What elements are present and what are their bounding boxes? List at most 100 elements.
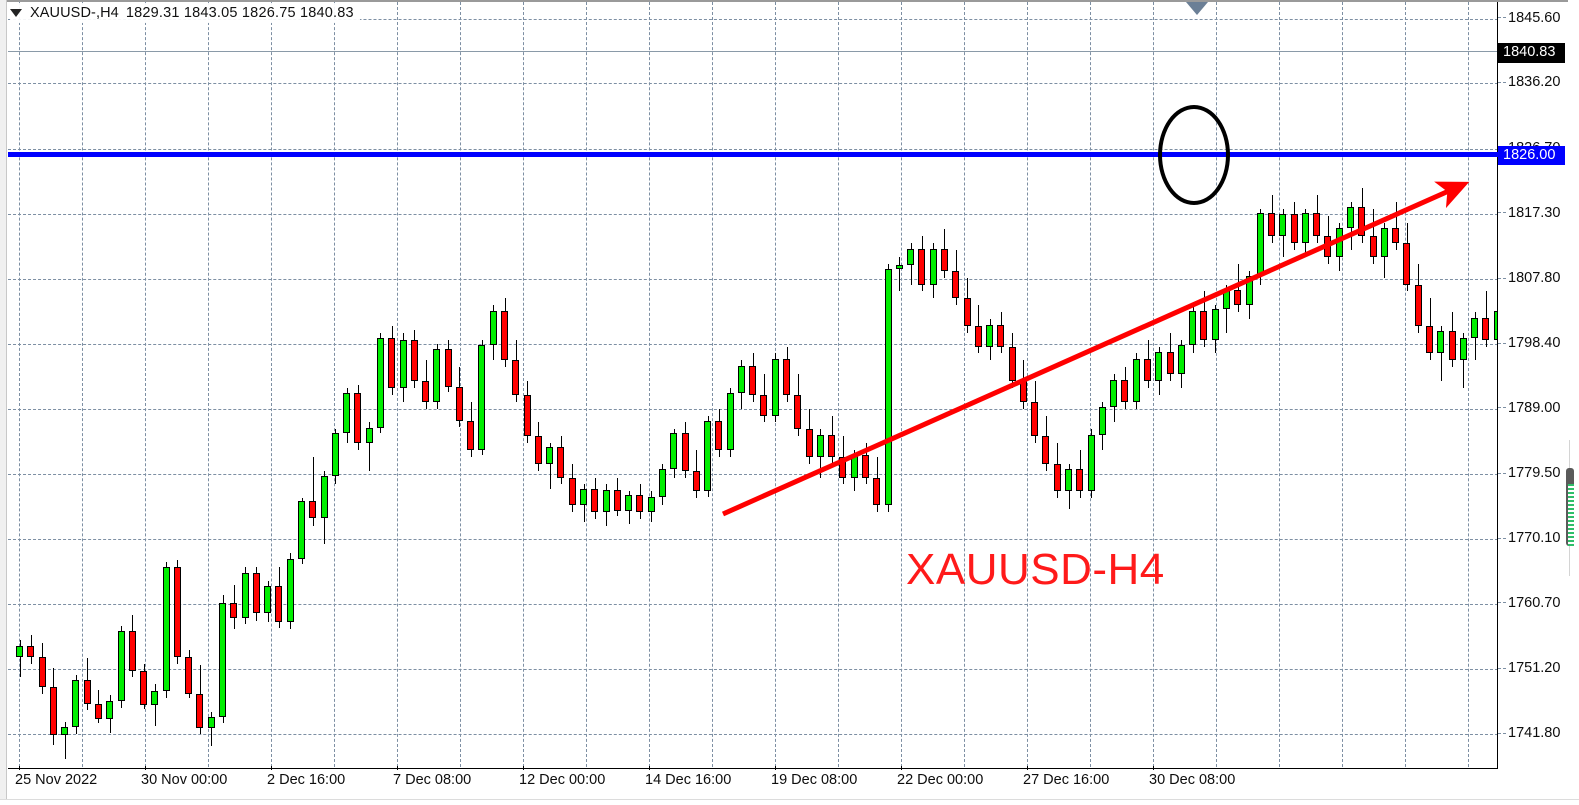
candle-body <box>828 434 836 457</box>
symbol-label: XAUUSD-,H4 <box>30 5 119 21</box>
candle-body <box>568 477 576 506</box>
gridline-horizontal <box>8 603 1498 605</box>
price-axis[interactable]: 1845.601840.831836.201826.701826.001817.… <box>1498 2 1568 768</box>
candle-wick <box>155 684 156 726</box>
gridline-vertical <box>1405 2 1406 767</box>
chart-watermark-label: XAUUSD-H4 <box>906 545 1165 594</box>
candle-body <box>794 394 802 430</box>
candle-body <box>1200 310 1208 340</box>
time-axis-tick: 2 Dec 16:00 <box>267 772 346 788</box>
gridline-horizontal <box>8 279 1498 281</box>
time-axis-tick: 12 Dec 00:00 <box>519 772 606 788</box>
tick-dash <box>1498 212 1506 214</box>
tick-dash <box>1498 472 1506 474</box>
price-level-line[interactable] <box>8 151 1498 157</box>
window-right-gutter <box>1568 0 1579 805</box>
candle-body <box>1087 434 1095 492</box>
candle-body <box>388 338 396 388</box>
time-axis-tick: 25 Nov 2022 <box>15 772 98 788</box>
candle-body <box>839 456 847 478</box>
price-tick-label: 1760.70 <box>1508 594 1561 611</box>
gridline-horizontal <box>8 474 1498 476</box>
candle-body <box>1144 359 1151 382</box>
price-tick-label: 1741.80 <box>1508 724 1561 741</box>
price-axis-tick: 1798.40 <box>1498 336 1568 351</box>
candle-body <box>1279 214 1287 237</box>
candle-body <box>636 495 644 512</box>
candle-body <box>1189 310 1197 346</box>
candle-body <box>692 470 700 492</box>
candle-body <box>106 700 114 719</box>
time-tick-mark <box>397 766 398 770</box>
tick-dash <box>1498 17 1506 19</box>
candle-wick <box>550 443 551 489</box>
candle-body <box>670 433 678 470</box>
gridline-vertical <box>460 2 461 767</box>
candle-body <box>117 630 125 701</box>
candle-body <box>1380 228 1388 257</box>
candle-body <box>354 393 362 444</box>
price-tick-label: 1807.80 <box>1508 270 1561 287</box>
vertical-scale-scrollbar[interactable] <box>1566 440 1575 576</box>
gridline-vertical <box>82 2 83 767</box>
candle-body <box>1053 463 1061 492</box>
candle-body <box>704 421 712 492</box>
gridline-vertical <box>145 2 146 767</box>
last-price-badge[interactable]: 1840.83 <box>1498 43 1565 63</box>
candle-body <box>1222 290 1230 310</box>
gridline-vertical <box>397 2 398 767</box>
candle-body <box>940 248 948 271</box>
price-axis-tick: 1760.70 <box>1498 594 1568 611</box>
candle-body <box>1392 228 1400 244</box>
candle-wick <box>369 422 370 471</box>
candle-body <box>895 265 903 270</box>
candle-body <box>433 349 441 402</box>
candle-wick <box>20 640 21 677</box>
candle-body <box>1211 309 1219 340</box>
candle-body <box>38 656 46 688</box>
time-axis-tick: 30 Nov 00:00 <box>141 772 228 788</box>
gridline-horizontal <box>8 733 1498 735</box>
price-axis-tick: 1751.20 <box>1498 661 1568 676</box>
gridline-vertical <box>964 2 965 767</box>
gridline-horizontal <box>8 18 1498 20</box>
price-axis-tick: 1789.00 <box>1498 400 1568 416</box>
gridline-horizontal <box>8 83 1498 85</box>
chart-top-marker-icon[interactable] <box>1186 2 1208 15</box>
candle-body <box>1482 317 1490 340</box>
symbol-quote-bar[interactable]: XAUUSD-,H4 1829.31 1843.05 1826.75 1840.… <box>10 3 360 23</box>
candle-body <box>1008 346 1016 382</box>
candle-body <box>523 394 531 437</box>
candle-body <box>207 717 215 729</box>
gridline-vertical <box>271 2 272 767</box>
tick-dash <box>1498 537 1506 539</box>
price-tick-label: 1779.50 <box>1508 465 1561 482</box>
candle-body <box>49 687 57 736</box>
plot-right-border <box>1497 2 1498 768</box>
gridline-vertical <box>712 2 713 767</box>
candle-body <box>467 421 475 450</box>
candle-wick <box>65 721 66 759</box>
candle-body <box>422 381 430 402</box>
price-axis-tick: 1817.30 <box>1498 204 1568 221</box>
candle-body <box>399 339 407 388</box>
gridline-vertical <box>334 2 335 767</box>
candle-body <box>737 365 745 394</box>
price-axis-tick: 1779.50 <box>1498 466 1568 481</box>
time-axis[interactable]: 25 Nov 2022 30 Nov 00:00 2 Dec 16:00 7 Dec … <box>8 766 1498 796</box>
level-price-badge[interactable]: 1826.00 <box>1498 145 1565 166</box>
candle-body <box>128 630 136 671</box>
candle-body <box>309 500 317 518</box>
breakout-highlight-ellipse[interactable] <box>1158 105 1230 205</box>
gridline-vertical <box>649 2 650 767</box>
price-tick-label: 1845.60 <box>1508 9 1561 26</box>
candle-body <box>952 270 960 299</box>
candle-body <box>230 602 238 619</box>
price-tick-label: 1817.30 <box>1508 204 1561 221</box>
candle-body <box>16 645 23 657</box>
chart-plot-area[interactable]: XAUUSD-H4 <box>8 2 1498 767</box>
candle-body <box>1256 212 1264 277</box>
chevron-down-icon[interactable] <box>10 9 22 17</box>
gridline-vertical <box>19 2 20 767</box>
candle-body <box>1426 325 1433 354</box>
